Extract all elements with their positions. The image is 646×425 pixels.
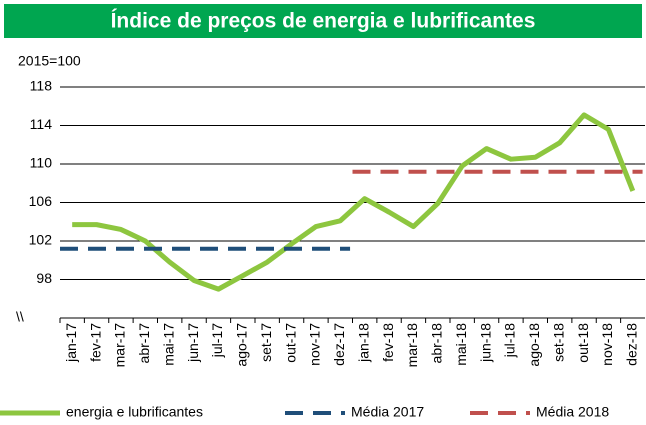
x-tick-label: nov-18 [599, 323, 615, 366]
x-tick-label: set-18 [550, 323, 566, 362]
x-tick-label: jan-18 [355, 323, 371, 363]
x-tick-label: mai-18 [453, 323, 469, 366]
y-tick-label: 114 [30, 116, 53, 132]
x-tick-label: out-18 [575, 323, 591, 363]
y-tick-label: 106 [29, 193, 53, 209]
legend-label: Média 2018 [536, 404, 609, 420]
y-tick-label: 110 [30, 155, 53, 171]
x-tick-label: mar-18 [404, 323, 420, 368]
subtitle: 2015=100 [18, 53, 81, 69]
y-tick-label: 98 [36, 270, 52, 286]
x-tick-label: jun-18 [477, 323, 493, 363]
x-tick-label: jan-17 [63, 323, 79, 363]
x-tick-label: nov-17 [307, 323, 323, 366]
y-tick-label: 118 [30, 78, 53, 94]
y-tick-label: 102 [29, 232, 53, 248]
axis-break: \\ [16, 309, 24, 325]
title-banner [4, 4, 642, 38]
x-tick-label: jul-17 [209, 323, 225, 358]
chart-title: Índice de preços de energia e lubrifican… [111, 10, 536, 33]
x-tick-label: set-17 [258, 323, 274, 362]
x-tick-label: out-17 [282, 323, 298, 363]
legend-label: Média 2017 [351, 404, 424, 420]
x-tick-label: dez-18 [624, 323, 640, 366]
x-tick-label: mar-17 [112, 323, 128, 368]
x-tick-label: dez-17 [331, 323, 347, 366]
x-tick-label: mai-17 [160, 323, 176, 366]
x-tick-label: abr-17 [136, 323, 152, 364]
legend-label: energia e lubrificantes [66, 404, 203, 420]
series-line [72, 112, 636, 292]
x-tick-label: jun-17 [185, 323, 201, 363]
x-tick-label: fev-17 [87, 323, 103, 362]
x-tick-label: jul-18 [502, 323, 518, 358]
x-tick-label: fev-18 [380, 323, 396, 362]
x-tick-label: ago-18 [526, 323, 542, 367]
x-tick-label: ago-17 [234, 323, 250, 367]
x-tick-label: abr-18 [429, 323, 445, 364]
